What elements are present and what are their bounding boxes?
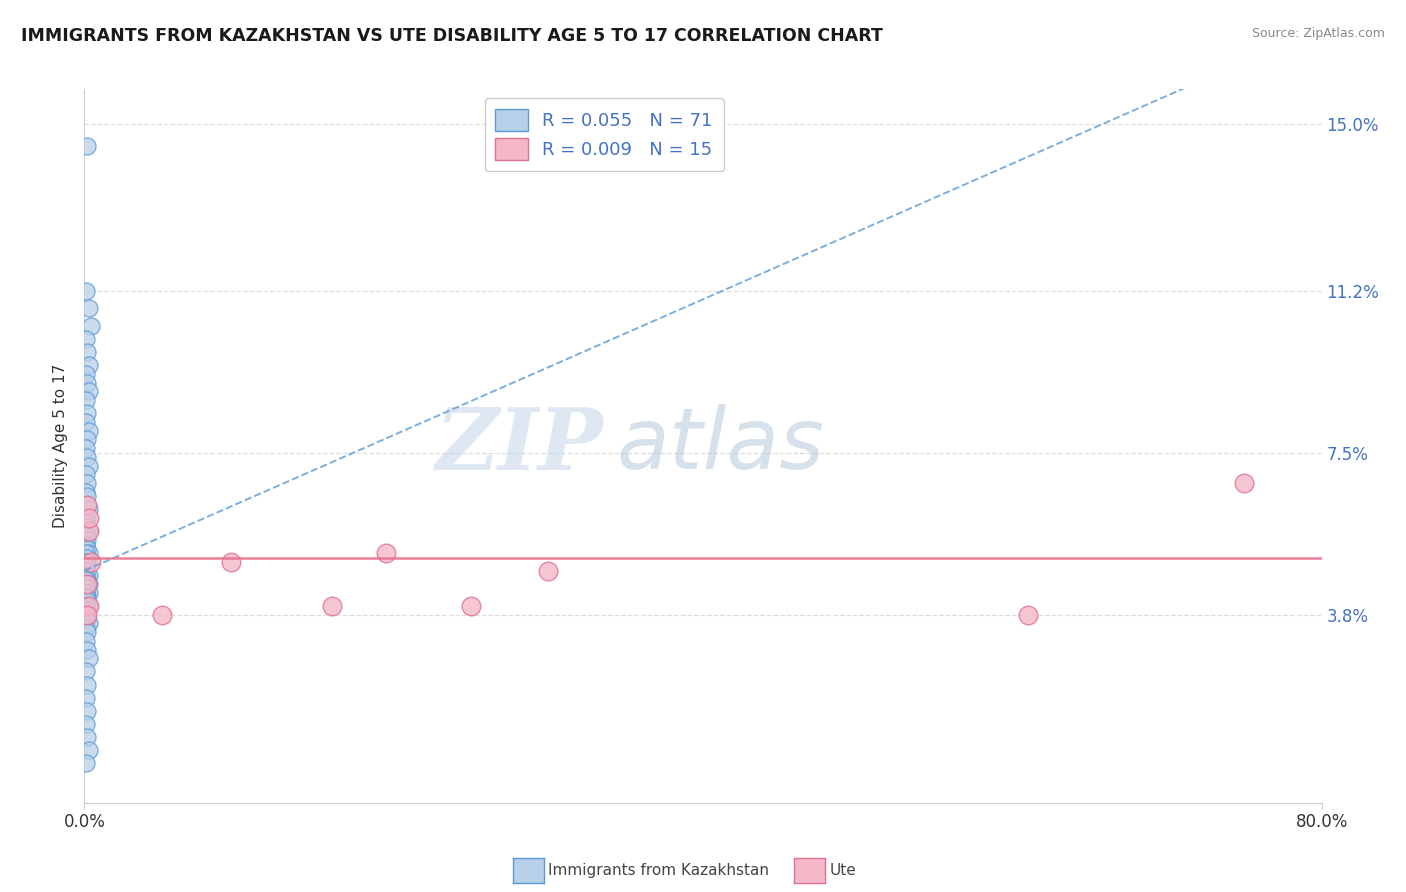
Point: [76, 612, 98, 626]
Point: [75, 467, 97, 482]
Point: [76, 555, 98, 569]
Point: [75, 717, 97, 731]
Text: atlas: atlas: [616, 404, 824, 488]
Point: [77, 384, 100, 399]
Point: [75, 585, 97, 599]
Point: [77, 568, 100, 582]
Point: [75, 332, 97, 346]
Point: [76, 577, 98, 591]
Point: [75, 555, 97, 569]
Point: [75, 665, 97, 679]
Point: [76, 603, 98, 617]
Point: [76, 564, 98, 578]
Point: [537, 564, 560, 578]
Point: [75, 590, 97, 604]
Point: [1017, 607, 1039, 622]
Point: [76, 406, 98, 420]
Point: [77, 524, 100, 539]
Point: [77, 585, 100, 599]
Point: [76, 476, 98, 491]
Point: [76, 450, 98, 464]
Point: [76, 533, 98, 548]
Point: [77, 743, 100, 757]
Legend: R = 0.055   N = 71, R = 0.009   N = 15: R = 0.055 N = 71, R = 0.009 N = 15: [485, 98, 724, 171]
Point: [75, 441, 97, 455]
Point: [75, 516, 97, 530]
Point: [76, 607, 98, 622]
Point: [76, 376, 98, 390]
Point: [77, 358, 100, 372]
Point: [77, 458, 100, 473]
Point: [75, 392, 97, 407]
Text: IMMIGRANTS FROM KAZAKHSTAN VS UTE DISABILITY AGE 5 TO 17 CORRELATION CHART: IMMIGRANTS FROM KAZAKHSTAN VS UTE DISABI…: [21, 27, 883, 45]
Point: [79, 555, 101, 569]
Point: [76, 642, 98, 657]
Point: [76, 489, 98, 503]
Point: [75, 559, 97, 574]
Point: [77, 301, 100, 315]
Point: [75, 529, 97, 543]
Point: [76, 590, 98, 604]
Point: [75, 621, 97, 635]
Point: [77, 599, 100, 613]
Point: [76, 582, 98, 596]
Point: [75, 607, 97, 622]
Point: [75, 498, 97, 512]
Point: [75, 537, 97, 551]
Point: [75, 573, 97, 587]
Point: [375, 546, 398, 560]
Y-axis label: Disability Age 5 to 17: Disability Age 5 to 17: [53, 364, 69, 528]
Point: [77, 546, 100, 560]
Point: [77, 651, 100, 665]
Point: [75, 568, 97, 582]
Point: [76, 344, 98, 359]
Text: Ute: Ute: [830, 863, 856, 878]
Point: [76, 677, 98, 691]
Point: [77, 616, 100, 631]
Point: [77, 502, 100, 516]
Point: [77, 577, 100, 591]
Text: Source: ZipAtlas.com: Source: ZipAtlas.com: [1251, 27, 1385, 40]
Point: [150, 607, 173, 622]
Point: [76, 433, 98, 447]
Point: [75, 690, 97, 705]
Point: [77, 599, 100, 613]
Point: [76, 511, 98, 525]
Point: [75, 415, 97, 429]
Point: [75, 284, 97, 298]
Point: [76, 498, 98, 512]
Point: [75, 756, 97, 771]
Point: [76, 577, 98, 591]
Point: [76, 730, 98, 744]
Point: [76, 625, 98, 640]
Point: [321, 599, 343, 613]
Point: [75, 599, 97, 613]
Point: [77, 511, 100, 525]
Point: [460, 599, 482, 613]
Point: [77, 524, 100, 539]
Point: [75, 546, 97, 560]
Point: [75, 367, 97, 381]
Point: [76, 139, 98, 153]
Point: [76, 520, 98, 534]
Point: [76, 594, 98, 608]
Point: [76, 550, 98, 565]
Text: ZIP: ZIP: [436, 404, 605, 488]
Point: [79, 318, 101, 333]
Point: [76, 704, 98, 718]
Point: [75, 633, 97, 648]
Point: [77, 424, 100, 438]
Point: [76, 573, 98, 587]
Point: [76, 541, 98, 556]
Point: [75, 582, 97, 596]
Point: [221, 555, 243, 569]
Point: [1233, 476, 1256, 491]
Point: [75, 485, 97, 500]
Text: Immigrants from Kazakhstan: Immigrants from Kazakhstan: [548, 863, 769, 878]
